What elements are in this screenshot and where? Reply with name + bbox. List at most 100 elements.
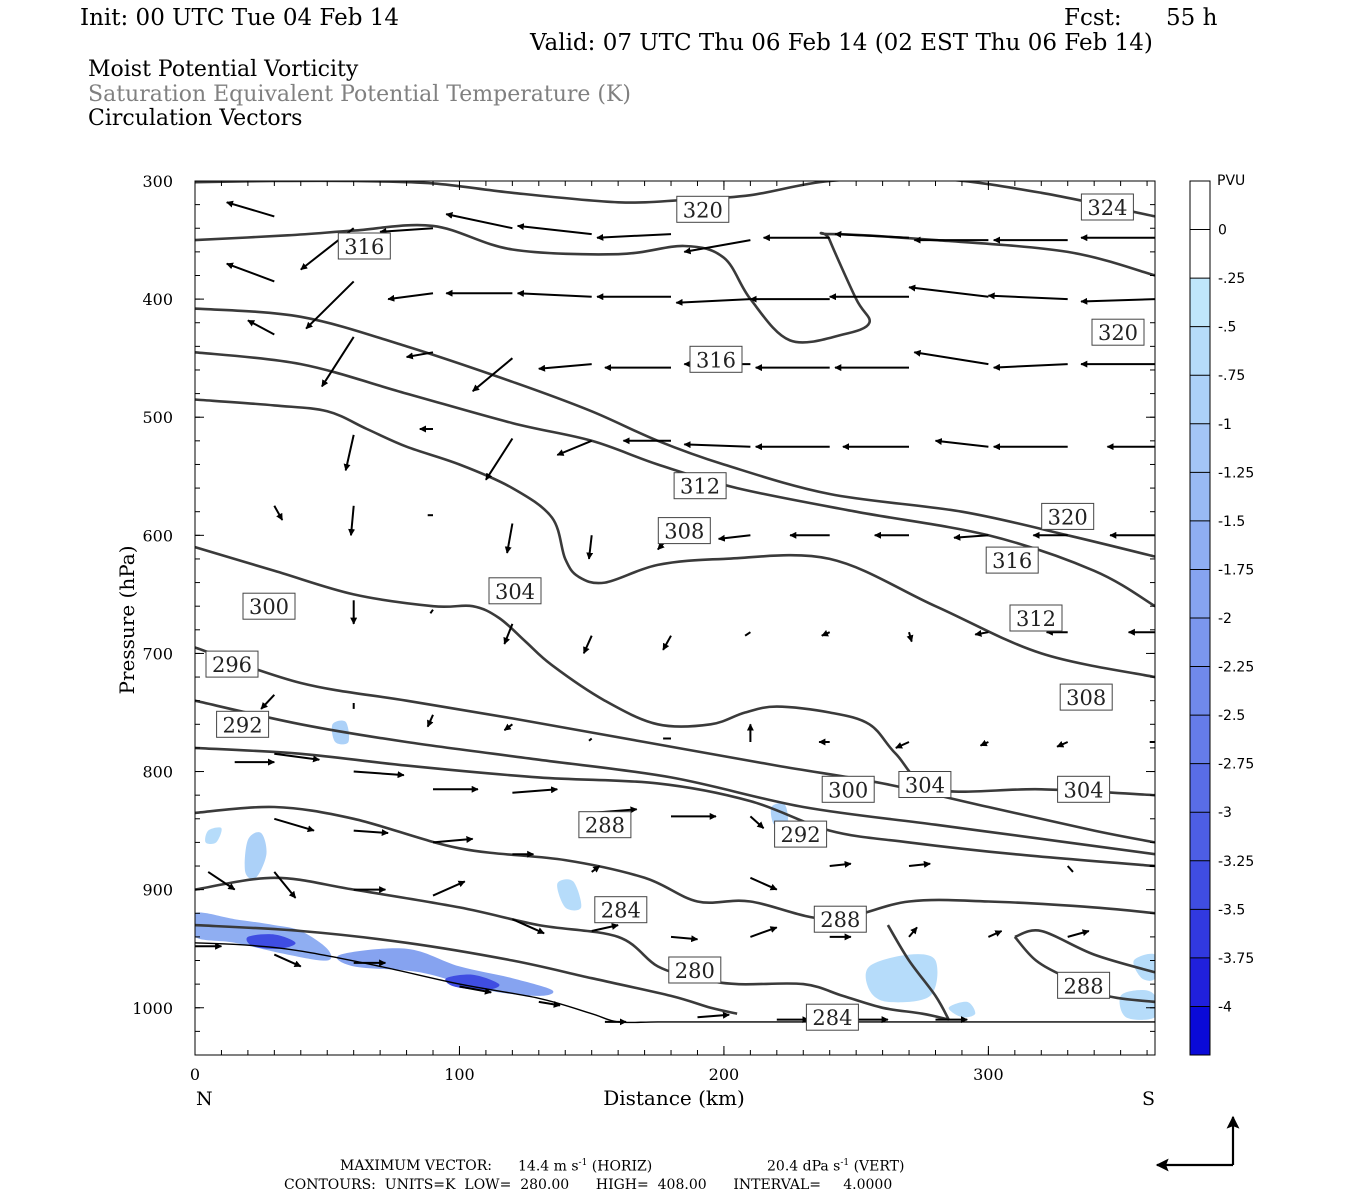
- circulation-vector-65: [744, 631, 751, 637]
- theta-contour-12: [886, 924, 950, 1021]
- circulation-vector-18: [675, 298, 751, 306]
- circulation-vector-23: [1080, 297, 1155, 305]
- contour-label-21: 288: [813, 905, 867, 933]
- circulation-vector-98: [908, 860, 931, 868]
- circulation-vector-41: [683, 441, 751, 449]
- y-tick-label: 500: [142, 408, 173, 427]
- colorbar-box: [1190, 763, 1210, 813]
- max-vert-exponent: -1: [840, 1158, 850, 1168]
- colorbar-box: [1190, 229, 1210, 279]
- contour-label-6: 320: [1041, 502, 1095, 530]
- x-axis-title: Distance (km): [603, 1086, 745, 1110]
- contour-label-text: 304: [905, 774, 945, 798]
- circulation-vector-108: [750, 926, 778, 938]
- contour-label-text: 304: [1064, 778, 1104, 802]
- circulation-vector-99: [1066, 865, 1074, 873]
- contour-info: CONTOURS: UNITS=K LOW= 280.00 HIGH= 408.…: [284, 1177, 893, 1193]
- circulation-vector-74: [503, 723, 513, 732]
- circulation-vector-51: [586, 535, 594, 560]
- circulation-vector-56: [953, 533, 989, 541]
- colorbar-label: -3.75: [1218, 951, 1254, 967]
- circulation-vector-67: [906, 631, 914, 643]
- contour-label-12: 296: [205, 650, 259, 678]
- x-tick-label: 100: [444, 1065, 475, 1084]
- contour-label-text: 288: [585, 814, 625, 838]
- contour-label-text: 296: [212, 653, 252, 677]
- circulation-vector-112: [1067, 929, 1090, 938]
- circulation-vector-5: [596, 233, 672, 241]
- title-vectors: Circulation Vectors: [88, 106, 303, 131]
- theta-contour-8: [195, 746, 1155, 868]
- circulation-vector-111: [987, 930, 1003, 938]
- y-tick-label: 300: [142, 172, 173, 191]
- colorbar-box: [1190, 666, 1210, 716]
- circulation-vector-71: [260, 694, 276, 710]
- contour-label-8: 316: [985, 546, 1039, 574]
- colorbar-label: -1: [1218, 417, 1232, 433]
- colorbar-label: -2.25: [1218, 660, 1254, 676]
- circulation-vector-61: [429, 609, 434, 614]
- contour-label-22: 280: [668, 956, 722, 984]
- contour-label-text: 280: [675, 959, 715, 983]
- contour-label-23: 288: [1057, 971, 1111, 999]
- circulation-vector-39: [556, 439, 593, 456]
- contour-label-2: 316: [337, 232, 391, 260]
- y-tick-label: 800: [142, 763, 173, 782]
- circulation-vector-84: [274, 752, 320, 763]
- contour-label-text: 304: [495, 580, 535, 604]
- colorbar-box: [1190, 375, 1210, 425]
- colorbar-label: -2.75: [1218, 757, 1254, 773]
- circulation-vector-110: [908, 926, 918, 938]
- y-tick-label: 600: [142, 526, 173, 545]
- colorbar-box: [1190, 278, 1210, 328]
- circulation-vector-8: [834, 230, 910, 239]
- x-tick-label: 200: [709, 1065, 740, 1084]
- contour-label-10: 300: [242, 592, 296, 620]
- plot-frame: [194, 180, 1156, 1056]
- circulation-vector-119: [697, 1011, 730, 1019]
- circulation-vector-92: [353, 829, 389, 837]
- colorbar-label: -1.5: [1218, 514, 1245, 530]
- circulation-vector-96: [749, 876, 778, 891]
- circulation-vector-36: [343, 434, 355, 472]
- x-tick-label: 300: [973, 1065, 1004, 1084]
- colorbar-label: -3: [1218, 805, 1232, 821]
- contour-label-text: 292: [223, 713, 263, 737]
- circulation-vector-25: [321, 336, 355, 388]
- contour-label-13: 308: [1059, 683, 1113, 711]
- circulation-vector-47: [273, 505, 284, 521]
- circulation-vector-105: [511, 918, 545, 935]
- colorbar-label: 0: [1218, 223, 1227, 239]
- contour-label-24: 284: [805, 1003, 859, 1031]
- circulation-vector-28: [538, 363, 592, 372]
- circulation-vector-93: [432, 835, 474, 844]
- colorbar-box: [1190, 909, 1210, 959]
- colorbar-box: [1190, 472, 1210, 522]
- pv-region-9: [865, 954, 938, 1003]
- circulation-vector-34: [993, 363, 1068, 371]
- circulation-vector-85: [353, 770, 405, 779]
- contour-label-text: 300: [828, 778, 868, 802]
- colorbar-label: -.5: [1218, 320, 1236, 336]
- valid-time: Valid: 07 UTC Thu 06 Feb 14 (02 EST Thu …: [530, 30, 1153, 56]
- theta-contour-0: [195, 181, 1155, 218]
- max-vert-value: 20.4 dPa s: [767, 1158, 841, 1175]
- circulation-vector-62: [503, 623, 514, 645]
- circulation-vector-106: [591, 923, 619, 932]
- contour-label-text: 320: [683, 198, 723, 222]
- circulation-vector-63: [582, 635, 593, 655]
- contour-label-layer: 320 324 316 320 316 312 320 308 316 304 300 312 296 3…: [205, 193, 1145, 1031]
- pv-region-5: [205, 827, 222, 845]
- contour-label-17: 304: [1057, 775, 1111, 803]
- circulation-vector-95: [591, 865, 601, 873]
- theta-contour-7: [195, 699, 1155, 856]
- pv-region-3: [445, 974, 500, 991]
- colorbar-label: -1.25: [1218, 465, 1254, 481]
- colorbar-box: [1190, 812, 1210, 862]
- circulation-vector-68: [974, 629, 989, 637]
- circulation-vector-4: [516, 223, 592, 236]
- contour-label-5: 312: [673, 472, 727, 500]
- reference-vector-icon: [1155, 1115, 1240, 1172]
- circulation-vector-12: [226, 262, 275, 283]
- contour-label-14: 292: [216, 710, 270, 738]
